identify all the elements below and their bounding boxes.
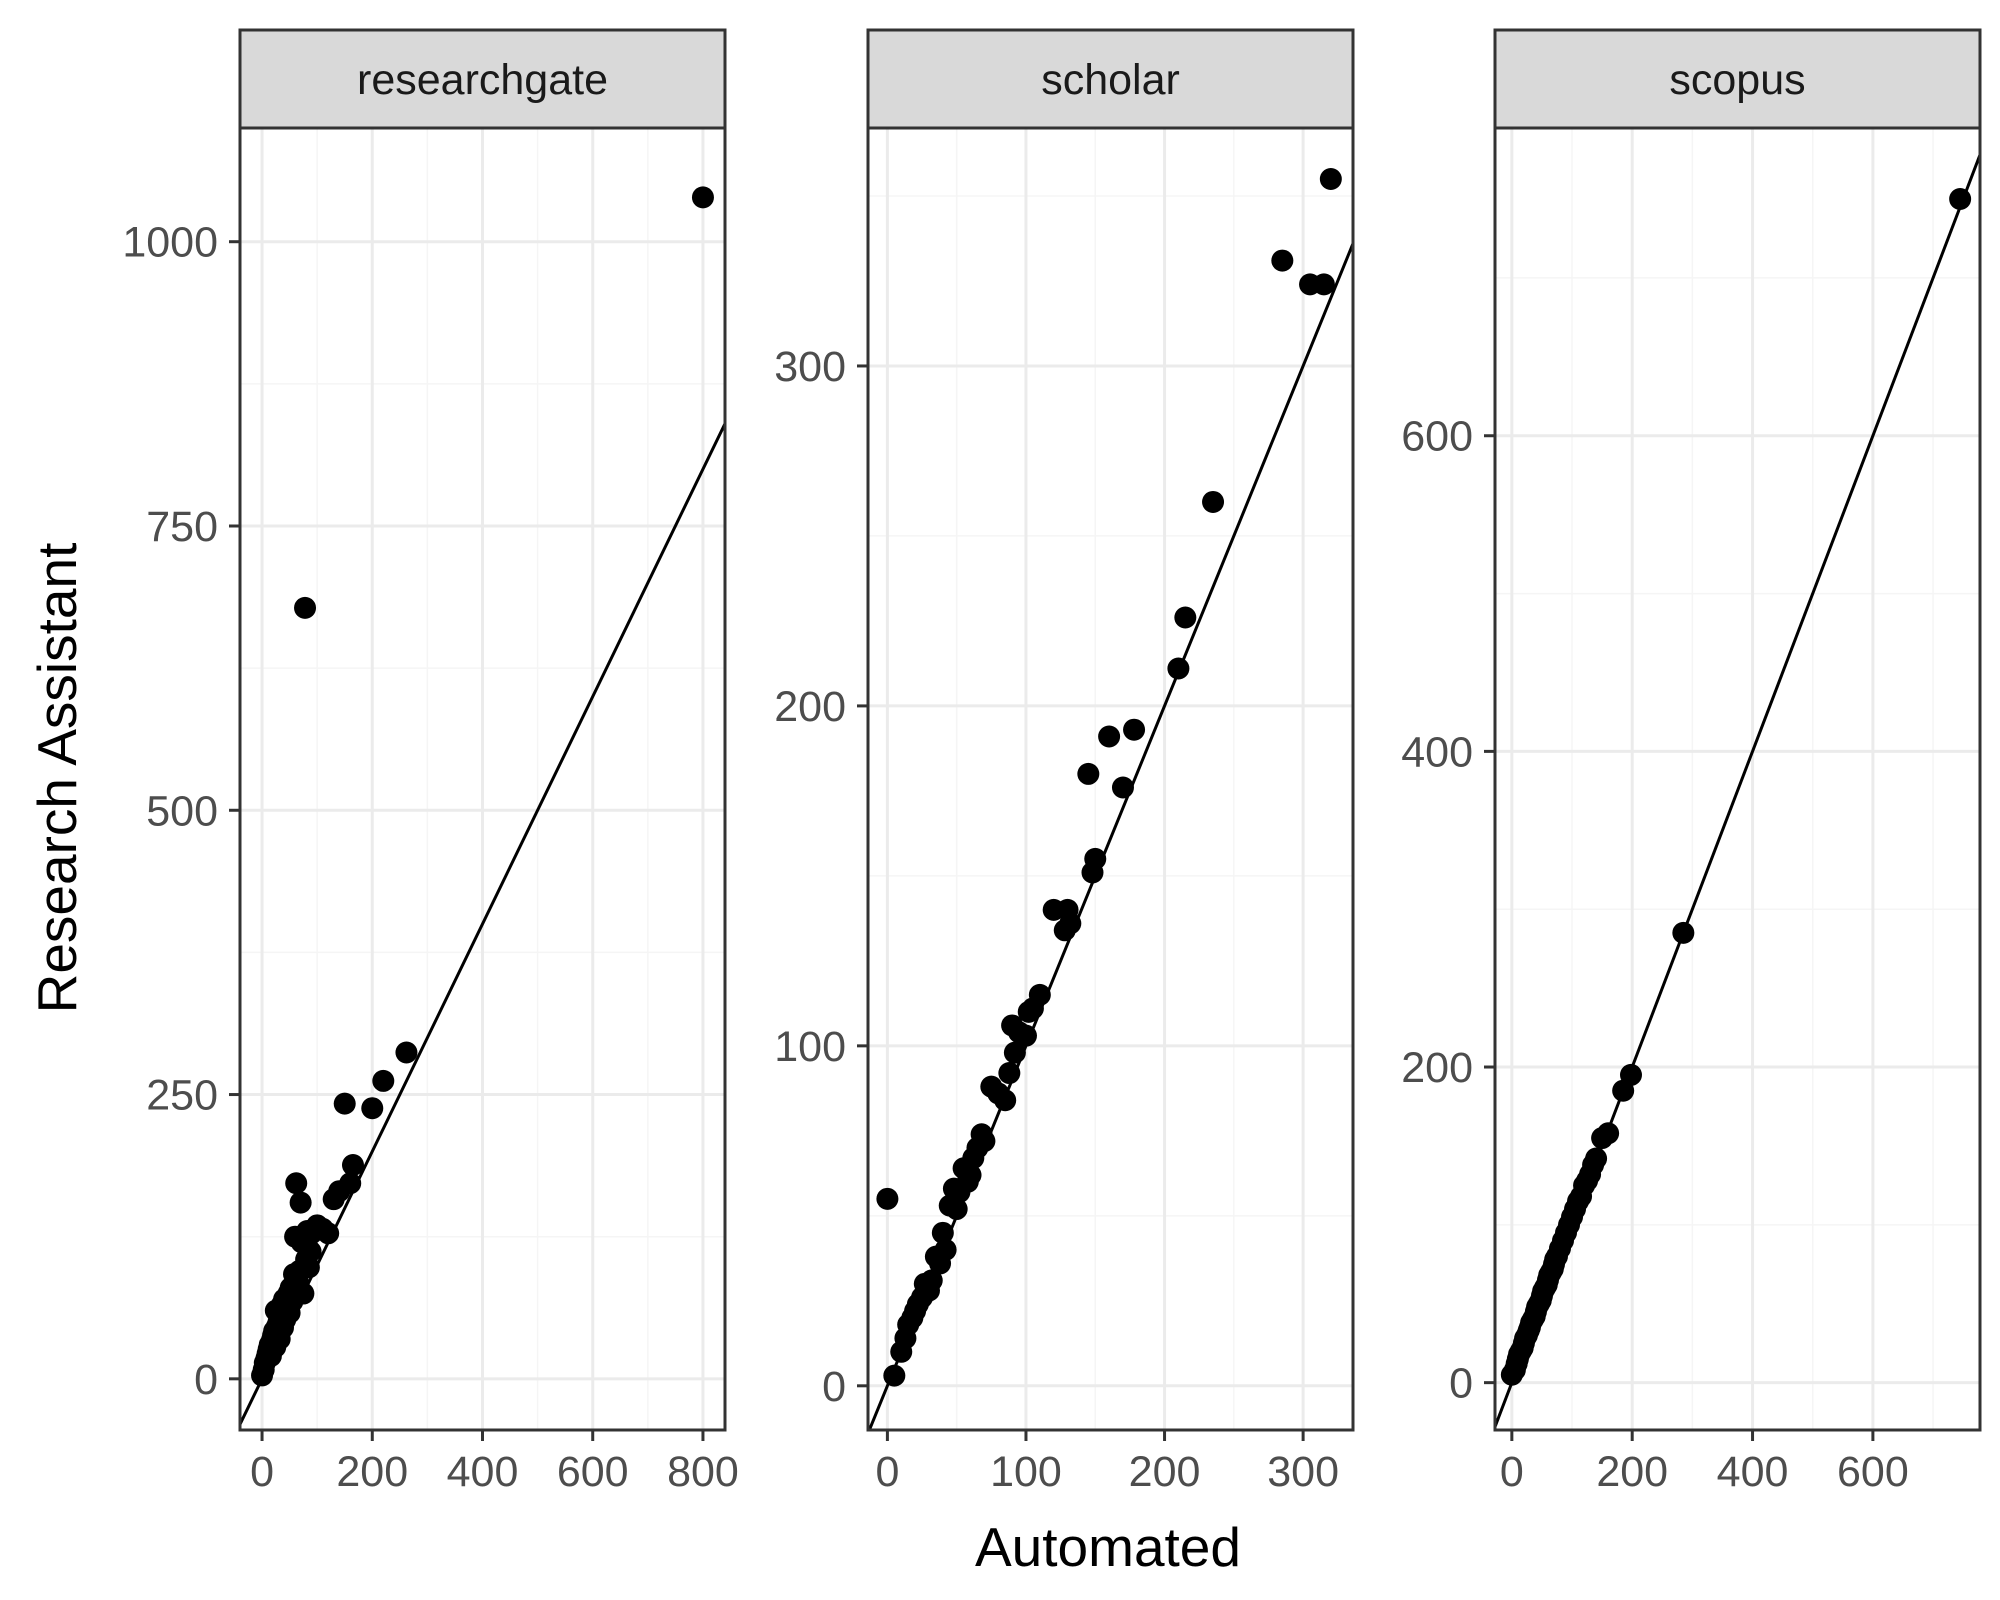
facet-strip — [866, 28, 1355, 130]
x-tick-label: 400 — [1717, 1448, 1789, 1496]
data-point — [372, 1069, 395, 1092]
data-point — [1949, 188, 1972, 211]
y-tick-label: 200 — [1401, 1044, 1473, 1092]
data-point — [395, 1041, 418, 1064]
facet-strip-label: scopus — [1669, 56, 1805, 104]
data-point — [1003, 1041, 1026, 1064]
data-point — [998, 1062, 1021, 1085]
x-tick-label: 600 — [557, 1448, 629, 1496]
data-point — [339, 1172, 362, 1195]
points — [251, 186, 714, 1387]
x-tick-label: 200 — [336, 1448, 408, 1496]
grid — [1495, 128, 1980, 1430]
data-point — [1202, 490, 1225, 513]
y-tick-label: 0 — [194, 1356, 218, 1404]
data-point — [1111, 776, 1134, 799]
facet-strip — [238, 28, 727, 130]
y-tick-label: 0 — [1449, 1360, 1473, 1408]
data-point — [876, 1187, 899, 1210]
data-point — [931, 1221, 954, 1244]
x-tick-label: 800 — [667, 1448, 739, 1496]
x-tick-label: 400 — [447, 1448, 519, 1496]
data-point — [285, 1172, 308, 1195]
data-point — [1672, 921, 1695, 944]
points — [876, 167, 1342, 1387]
grid — [240, 128, 725, 1430]
x-tick-label: 100 — [990, 1448, 1062, 1496]
data-point — [1077, 762, 1100, 785]
data-point — [691, 186, 714, 209]
data-point — [292, 1282, 315, 1305]
data-point — [1098, 725, 1121, 748]
fit-line — [240, 422, 725, 1425]
data-point — [1084, 847, 1107, 870]
y-tick-label: 750 — [146, 503, 218, 551]
data-point — [920, 1269, 943, 1292]
data-point — [297, 1256, 320, 1279]
x-tick-label: 200 — [1129, 1448, 1201, 1496]
x-tick-label: 300 — [1267, 1448, 1339, 1496]
data-point — [361, 1097, 384, 1120]
y-tick-label: 250 — [146, 1072, 218, 1120]
data-point — [299, 1240, 322, 1263]
data-point — [333, 1092, 356, 1115]
y-tick-label: 300 — [774, 343, 846, 391]
data-point — [294, 596, 317, 619]
data-point — [1123, 718, 1146, 741]
data-point — [1312, 273, 1335, 296]
x-axis-title: Automated — [975, 1516, 1241, 1578]
panel-researchgate: researchgate 0 200 400 600 800 0 250 500 750 1000 — [122, 28, 739, 1496]
data-point — [934, 1238, 957, 1261]
y-axis-title: Research Assistant — [26, 543, 88, 1014]
y-tick-label: 500 — [146, 787, 218, 835]
y-tick-label: 1000 — [122, 219, 218, 267]
x-tick-label: 0 — [1500, 1448, 1524, 1496]
data-point — [1319, 167, 1342, 190]
data-point — [289, 1191, 312, 1214]
data-point — [341, 1154, 364, 1177]
facet-strip-label: scholar — [1041, 56, 1180, 104]
y-tick-label: 400 — [1401, 728, 1473, 776]
data-point — [1059, 912, 1082, 935]
x-tick-label: 200 — [1596, 1448, 1668, 1496]
data-point — [1271, 249, 1294, 272]
y-tick-label: 600 — [1401, 413, 1473, 461]
data-point — [1585, 1147, 1608, 1170]
data-point — [1028, 983, 1051, 1006]
data-point — [1174, 606, 1197, 629]
x-tick-label: 600 — [1837, 1448, 1909, 1496]
data-point — [1597, 1122, 1620, 1145]
data-point — [1619, 1063, 1642, 1086]
x-tick-label: 0 — [250, 1448, 274, 1496]
facet-strip — [1493, 28, 1982, 130]
points — [1500, 188, 1972, 1386]
y-tick-label: 100 — [774, 1023, 846, 1071]
facet-strip-label: researchgate — [357, 56, 608, 104]
data-point — [959, 1164, 982, 1187]
y-tick-label: 200 — [774, 683, 846, 731]
panel-scholar: scholar 0 100 200 300 0 100 200 300 — [774, 28, 1355, 1496]
panel-scopus: scopus 0 200 400 600 0 200 400 600 — [1401, 28, 1982, 1496]
x-tick-label: 0 — [875, 1448, 899, 1496]
data-point — [317, 1222, 340, 1245]
y-tick-label: 0 — [822, 1363, 846, 1411]
data-point — [945, 1198, 968, 1221]
data-point — [994, 1089, 1017, 1112]
data-point — [1014, 1024, 1037, 1047]
data-point — [1167, 657, 1190, 680]
data-point — [883, 1364, 906, 1387]
data-point — [973, 1130, 996, 1153]
